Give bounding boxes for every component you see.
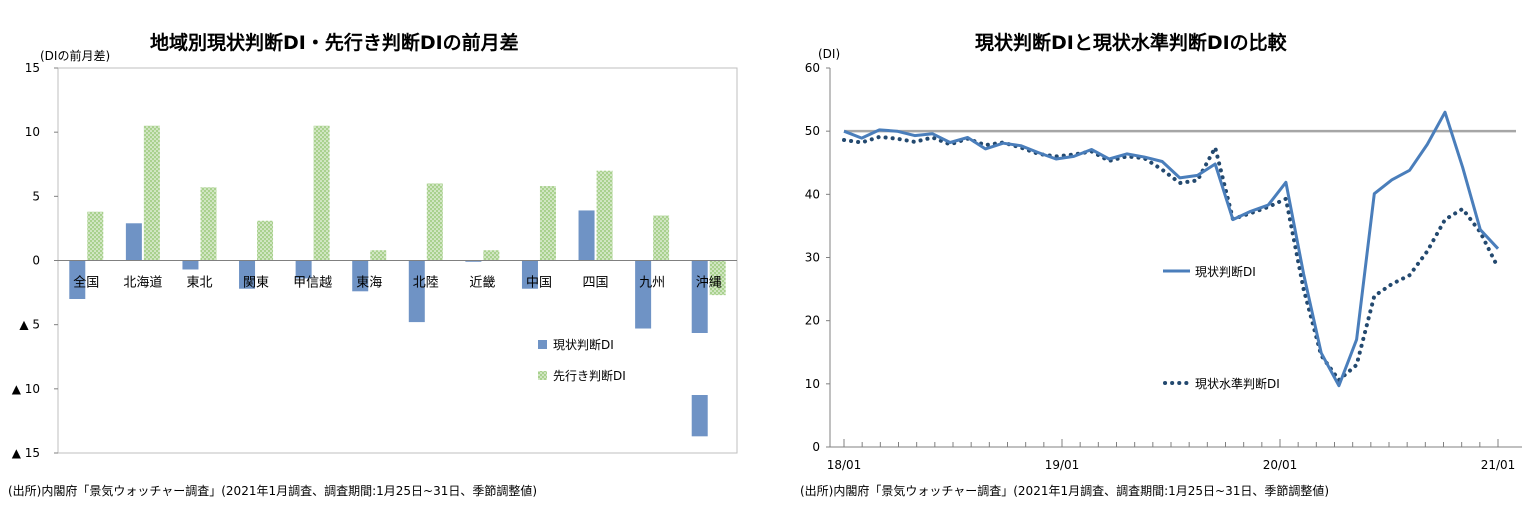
bar-current — [635, 260, 652, 329]
bar-current — [578, 210, 595, 261]
y-axis-label: (DI) — [818, 47, 840, 61]
x-tick-label: 20/01 — [1263, 458, 1298, 472]
bar-outlook — [426, 183, 443, 261]
bar-outlook — [596, 170, 613, 261]
legend-label-outlook: 先行き判断DI — [553, 368, 626, 383]
bar-outlook — [257, 220, 274, 261]
category-label: 近畿 — [469, 276, 495, 291]
y-tick-label: 0 — [812, 440, 820, 454]
category-label: 沖縄 — [696, 276, 722, 291]
category-label: 中国 — [526, 276, 552, 291]
y-tick-label: 20 — [805, 314, 820, 328]
y-tick-label: 10 — [805, 377, 820, 391]
series-line-level — [842, 134, 1500, 382]
y-tick-label: ▲ 15 — [12, 446, 40, 460]
bar-outlook — [539, 186, 556, 261]
bar-current — [465, 260, 482, 262]
bar-chart: (DIの前月差)15 10 5 0 ▲ 5 ▲ 10 ▲ 15 全国 北海道 東北 関東 甲信越 東海 北… — [12, 48, 738, 460]
bar-outlook — [653, 215, 670, 261]
category-label: 東北 — [186, 275, 212, 291]
legend-box — [515, 333, 715, 395]
category-label: 東海 — [356, 275, 382, 291]
legend-label-current: 現状判断DI — [1195, 264, 1256, 279]
bar-outlook — [200, 187, 217, 261]
x-tick-label: 18/01 — [827, 458, 862, 472]
category-label: 四国 — [583, 276, 609, 291]
bar-outlook — [370, 250, 387, 261]
y-tick-label: 5 — [32, 189, 40, 203]
legend-swatch-outlook — [538, 371, 547, 380]
bar-outlook — [313, 125, 330, 261]
legend-label-current: 現状判断DI — [553, 337, 614, 352]
y-tick-label: 60 — [805, 61, 820, 75]
bar-current — [182, 260, 199, 270]
y-axis-label: (DIの前月差) — [40, 48, 110, 63]
bar-outlook — [709, 260, 726, 296]
left-chart-title: 地域別現状判断DI・先行き判断DIの前月差 — [150, 32, 519, 54]
legend-swatch-current — [538, 340, 547, 349]
y-tick-label: 40 — [805, 187, 820, 201]
category-label: 北海道 — [123, 276, 162, 291]
bar-current — [521, 260, 538, 289]
bar-outlook — [483, 250, 500, 261]
left-chart-source: (出所)内閣府「景気ウォッチャー調査」(2021年1月調査、調査期間:1月25日… — [8, 484, 538, 498]
y-tick-label: 50 — [805, 124, 820, 138]
category-label: 甲信越 — [293, 276, 332, 291]
y-tick-label: ▲ 5 — [19, 318, 40, 332]
y-tick-label: 0 — [32, 254, 40, 268]
line-chart: (DI) 0 10 20 30 40 50 60 18/01 19/01 20/01 21/01 現状判… — [805, 47, 1522, 472]
bar-current — [408, 260, 425, 323]
bar-current — [125, 223, 142, 261]
series-line-current — [843, 110, 1500, 388]
x-tick-label: 19/01 — [1045, 458, 1080, 472]
bar-current — [239, 260, 256, 289]
right-chart-panel: 現状判断DIと現状水準判断DIの比較 (DI) 0 10 20 30 40 50 60 18/0… — [770, 0, 1534, 525]
category-label: 全国 — [73, 275, 99, 291]
legend-label-level: 現状水準判断DI — [1195, 376, 1280, 391]
y-tick-label: ▲ 10 — [12, 382, 40, 396]
x-tick-label: 21/01 — [1481, 458, 1516, 472]
category-label: 北陸 — [413, 275, 439, 291]
bar-outlook — [87, 211, 104, 261]
bar-outlook — [143, 125, 160, 261]
bar-current — [352, 260, 369, 292]
bar-current — [295, 260, 312, 279]
left-chart-panel: 地域別現状判断DI・先行き判断DIの前月差 (DIの前月差) 15 10 5 0 ▲ 5 ▲… — [0, 0, 760, 525]
category-label: 関東 — [243, 275, 269, 291]
y-tick-label: 15 — [25, 61, 40, 75]
y-tick-label: 10 — [25, 125, 40, 139]
right-chart-title: 現状判断DIと現状水準判断DIの比較 — [975, 32, 1287, 54]
y-tick-label: 30 — [805, 251, 820, 265]
right-chart-source: (出所)内閣府「景気ウォッチャー調査」(2021年1月調査、調査期間:1月25日… — [800, 484, 1330, 498]
category-label: 九州 — [639, 276, 665, 291]
bar-current — [69, 260, 86, 299]
